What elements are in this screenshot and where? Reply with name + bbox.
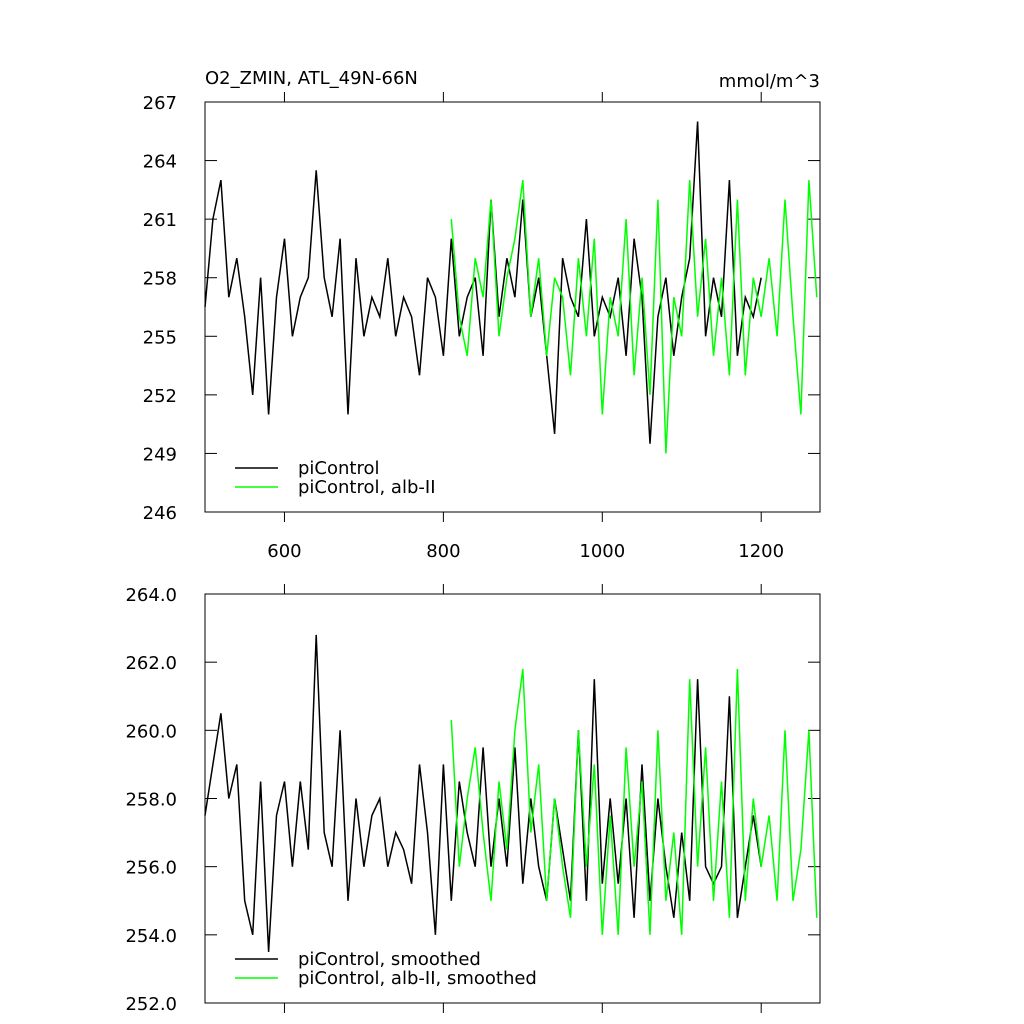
y-tick-label: 256.0: [125, 858, 177, 879]
y-tick-label: 260.0: [125, 721, 177, 742]
y-tick-label: 261: [143, 210, 177, 231]
x-tick-label: 800: [426, 541, 460, 562]
series-line: [450, 668, 818, 935]
plot-frame: [204, 593, 821, 1004]
x-tick-label: 1200: [738, 541, 784, 562]
series-line: [204, 634, 762, 952]
legend-label: piControl, smoothed: [298, 949, 481, 970]
y-tick-label: 258: [143, 269, 177, 290]
y-tick-label: 258.0: [125, 790, 177, 811]
y-tick-label: 262.0: [125, 653, 177, 674]
chart-title: O2_ZMIN, ATL_49N-66N: [205, 68, 418, 89]
y-tick-label: 264.0: [125, 585, 177, 606]
legend-label: piControl, alb-II: [298, 477, 436, 498]
y-tick-label: 254.0: [125, 926, 177, 947]
plot-frame: [204, 101, 821, 513]
legend-label: piControl: [298, 458, 380, 479]
y-tick-label: 252: [143, 386, 177, 407]
series-line: [450, 179, 818, 454]
y-tick-label: 249: [143, 444, 177, 465]
y-tick-label: 264: [143, 152, 177, 173]
y-tick-label: 255: [143, 327, 177, 348]
y-tick-label: 267: [143, 93, 177, 114]
y-tick-label: 246: [143, 503, 177, 524]
units-label: mmol/m^3: [719, 71, 820, 92]
series-line: [204, 121, 762, 444]
x-tick-label: 600: [267, 541, 301, 562]
x-tick-label: 1000: [579, 541, 625, 562]
legend-label: piControl, alb-II, smoothed: [298, 968, 537, 989]
y-tick-label: 252.0: [125, 994, 177, 1015]
